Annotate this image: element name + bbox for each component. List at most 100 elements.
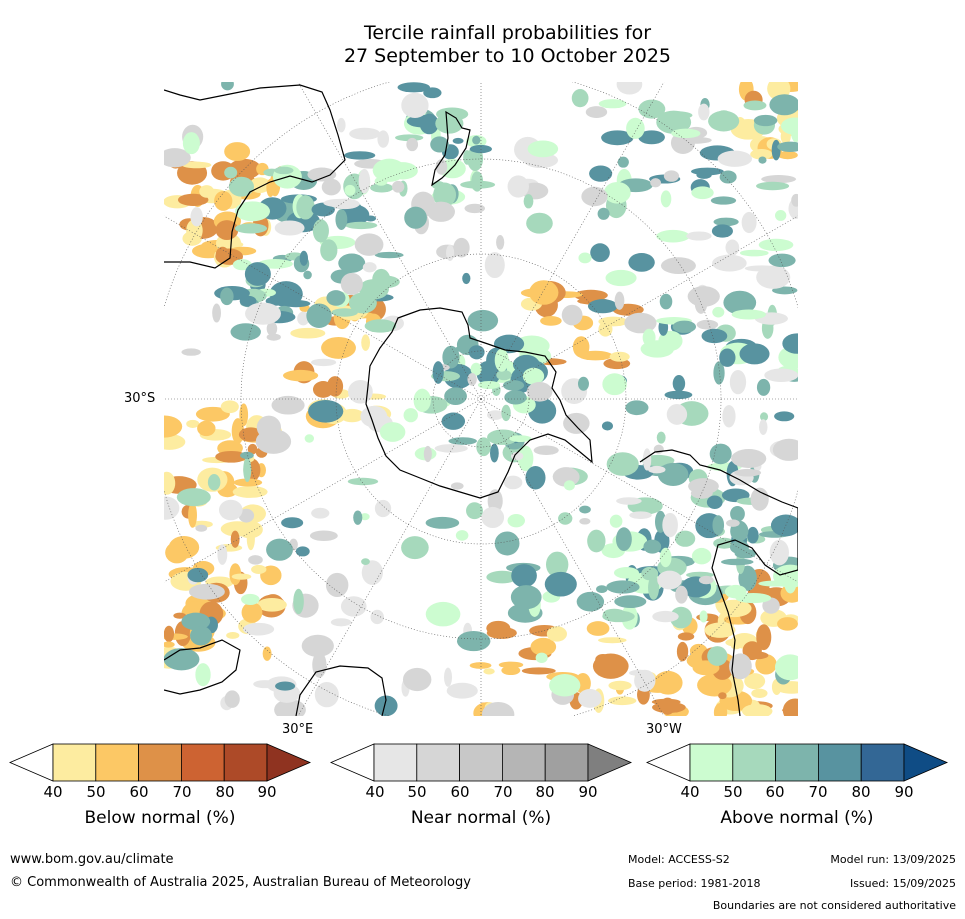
probability-patch <box>164 471 176 495</box>
probability-patch <box>761 175 797 184</box>
probability-patch <box>187 567 209 583</box>
probability-patch <box>326 376 344 397</box>
probability-patch <box>308 399 344 423</box>
model-text: Model: ACCESS-S2 <box>628 853 730 866</box>
probability-patch <box>364 319 397 333</box>
probability-patch <box>377 130 390 148</box>
probability-patch <box>340 596 367 617</box>
probability-patch <box>628 669 652 677</box>
probability-patch <box>526 382 553 402</box>
issued-text: Issued: 15/09/2025 <box>849 877 956 890</box>
probability-patch <box>691 186 714 200</box>
probability-patch <box>648 575 660 600</box>
probability-patch <box>401 92 429 119</box>
probability-patch <box>494 531 520 556</box>
cbar2-tick: 60 <box>450 783 470 801</box>
probability-patch <box>329 198 360 210</box>
cbar-lower-arrow <box>329 743 375 782</box>
probability-patch <box>517 445 534 472</box>
probability-patch <box>246 527 255 551</box>
cbar2-tick: 40 <box>365 783 385 801</box>
probability-patch <box>596 585 608 594</box>
probability-patch <box>777 150 798 160</box>
probability-patch <box>448 437 477 445</box>
meridian-line <box>480 398 665 716</box>
probability-patch <box>220 521 255 537</box>
probability-patch <box>379 422 406 442</box>
probability-patch <box>527 140 559 158</box>
probability-patch <box>164 648 200 671</box>
probability-patch <box>397 82 431 93</box>
probability-patch <box>392 180 405 193</box>
probability-patch <box>718 692 727 700</box>
probability-patch <box>430 136 449 153</box>
probability-patch <box>572 336 590 358</box>
probability-patch <box>608 696 637 706</box>
probability-patch <box>677 136 712 144</box>
probability-patch <box>220 287 234 306</box>
probability-patch <box>401 536 429 560</box>
probability-patch <box>274 166 294 175</box>
probability-patch <box>337 117 346 133</box>
cbar-swatch <box>459 743 503 782</box>
probability-patch <box>642 448 652 471</box>
probability-patch <box>374 695 398 716</box>
probability-patch <box>729 653 752 680</box>
africa-south-coastline <box>295 665 387 716</box>
probability-patch <box>455 530 469 541</box>
probability-patch <box>698 575 714 585</box>
probability-patch <box>245 302 281 325</box>
probability-patch <box>345 221 378 230</box>
probability-patch <box>525 466 546 490</box>
probability-patch <box>699 610 708 623</box>
probability-patch <box>290 327 326 339</box>
probability-patch <box>181 161 212 169</box>
probability-patch <box>190 625 212 646</box>
probability-patch <box>586 621 610 636</box>
probability-patch <box>509 435 532 443</box>
probability-patch <box>501 404 511 422</box>
probability-patch <box>706 495 723 509</box>
cbar-swatch <box>223 743 268 782</box>
probability-patch <box>598 99 627 109</box>
probability-patch <box>656 229 690 243</box>
probability-patch <box>404 206 427 229</box>
probability-patch <box>743 100 767 111</box>
probability-patch <box>361 334 371 351</box>
probability-patch <box>309 530 338 541</box>
probability-patch <box>164 496 180 520</box>
probability-patch <box>353 510 363 525</box>
probability-patch <box>756 378 771 396</box>
cbar2-tick: 80 <box>535 783 555 801</box>
probability-patch <box>581 186 608 207</box>
probability-patch <box>234 201 271 222</box>
probability-patch <box>435 159 448 175</box>
probability-patch <box>777 141 798 152</box>
probability-patch <box>452 137 464 144</box>
probability-patch <box>176 488 211 507</box>
new-zealand-coastline <box>431 110 471 187</box>
probability-patch <box>186 419 200 428</box>
probability-patch <box>720 558 754 566</box>
probability-patch <box>349 127 381 140</box>
cbar3-tick: 40 <box>680 783 700 801</box>
cbar3-tick: 80 <box>851 783 871 801</box>
probability-patch <box>590 243 610 263</box>
probability-patch <box>446 244 455 262</box>
copyright-text: © Commonwealth of Australia 2025, Austra… <box>10 875 471 890</box>
probability-patch <box>314 681 339 708</box>
probability-patch <box>320 239 338 262</box>
probability-patch <box>731 449 767 468</box>
probability-patch <box>764 368 798 382</box>
cbar2-tick: 90 <box>578 783 598 801</box>
probability-patch <box>255 429 292 454</box>
probability-patch <box>691 547 712 565</box>
probability-patch <box>425 601 461 627</box>
probability-patch <box>226 632 240 639</box>
title-line-2: 27 September to 10 October 2025 <box>343 45 672 67</box>
probability-patch <box>725 638 748 647</box>
probability-patch <box>361 558 370 565</box>
probability-patch <box>592 653 629 679</box>
probability-patch <box>507 175 530 198</box>
probability-patch <box>530 637 557 656</box>
